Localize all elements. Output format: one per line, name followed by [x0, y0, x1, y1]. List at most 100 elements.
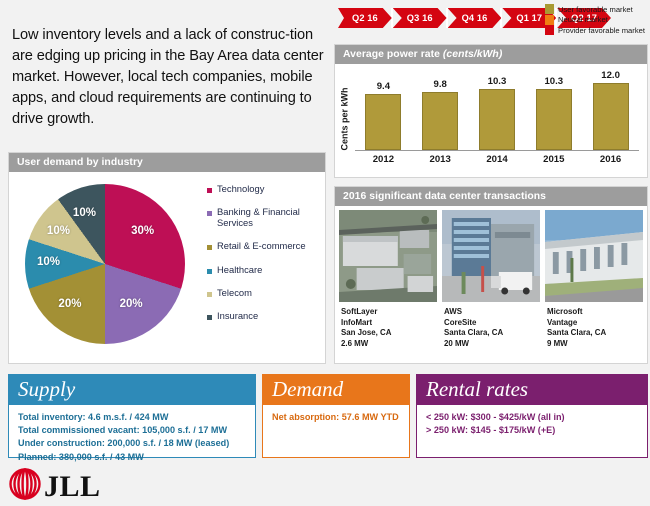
supply-line: Total commissioned vacant: 105,000 s.f. …	[18, 425, 228, 436]
demand-box: Demand Net absorption: 57.6 MW YTD	[262, 374, 410, 458]
pie-legend-swatch-icon	[207, 188, 212, 193]
supply-line: Total inventory: 4.6 m.s.f. / 424 MW	[18, 412, 169, 422]
pie-legend-item[interactable]: Retail & E-commerce	[207, 241, 323, 252]
office-building-with-truck-photo	[442, 210, 540, 302]
quarter-chevron-q4-16[interactable]: Q4 16	[448, 8, 502, 28]
pie-disc	[25, 184, 185, 344]
rental-rates-line: < 250 kW: $300 - $425/kW (all in)	[426, 412, 565, 422]
transaction-provider: Vantage	[547, 317, 578, 327]
quarter-label: Q1 17	[516, 13, 543, 23]
pie-legend-swatch-icon	[207, 268, 212, 274]
power-rate-title-units: (cents/kWh)	[442, 49, 503, 60]
bar-value-label: 9.4	[376, 81, 391, 92]
user-demand-panel-title: User demand by industry	[9, 153, 325, 172]
supply-box: Supply Total inventory: 4.6 m.s.f. / 424…	[8, 374, 256, 462]
long-warehouse-facade-photo	[545, 210, 643, 302]
quarter-label: Q2 17	[571, 13, 597, 23]
legend-item-user-favorable: User favorable market	[545, 4, 649, 15]
power-rate-panel-title: Average power rate (cents/kWh)	[335, 45, 647, 64]
pie-slice-label: 20%	[119, 298, 143, 311]
pie-legend: Technology Banking & Financial Services Re…	[207, 183, 323, 335]
transaction-provider: InfoMart	[341, 317, 373, 327]
x-tick-label: 2016	[599, 154, 622, 165]
transaction-card-info: SoftLayer InfoMart San Jose, CA 2.6 MW	[339, 302, 437, 349]
transaction-location: San Jose, CA	[341, 328, 392, 337]
x-axis-line	[355, 150, 639, 151]
bar-value-label: 9.8	[433, 79, 447, 90]
pie-legend-item[interactable]: Technology	[207, 183, 323, 195]
quarter-chevron-q3-16[interactable]: Q3 16	[393, 8, 447, 28]
quarter-chevron-q1-17[interactable]: Q1 17	[502, 8, 556, 28]
transaction-location: Santa Clara, CA	[547, 328, 607, 337]
quarter-chevron-q2-17[interactable]: Q2 17	[557, 8, 611, 28]
bar-group: 10.3	[469, 70, 526, 150]
pie-slice-label: 20%	[58, 298, 82, 311]
power-rate-chart: Cents per kWh 9.4 9.8 10.3 10.3 12.0 2012 201…	[335, 64, 647, 170]
bar-group: 10.3	[525, 70, 582, 150]
legend-label: Provider favorable market	[558, 25, 645, 35]
pie-chart: 30% 20% 20% 10% 10% 10% Technology Banking & F…	[9, 172, 325, 360]
x-tick-label: 2015	[543, 154, 565, 165]
bar	[365, 94, 402, 150]
bar	[592, 83, 629, 150]
pie-slice-label: 30%	[131, 225, 155, 238]
legend-label: Neutral market	[558, 15, 608, 25]
pie-legend-label: Telecom	[217, 287, 252, 299]
transaction-location: Santa Clara, CA	[444, 328, 504, 337]
quarter-label: Q3 16	[406, 13, 433, 23]
transaction-power: 2.6 MW	[341, 338, 369, 348]
rental-rates-box: Rental rates < 250 kW: $300 - $425/kW (a…	[416, 374, 648, 458]
aerial-industrial-campus-photo	[339, 210, 437, 302]
chevron-separator	[445, 8, 448, 28]
transaction-card[interactable]: AWS CoreSite Santa Clara, CA 20 MW	[442, 210, 540, 349]
pie-legend-item[interactable]: Telecom	[207, 287, 323, 299]
pie-legend-swatch-icon	[207, 315, 212, 321]
rental-rates-line: > 250 kW: $145 - $175/kW (+E)	[426, 425, 556, 436]
x-tick-label: 2014	[486, 154, 508, 165]
quarter-chevron-q2-16[interactable]: Q2 16	[338, 8, 392, 28]
legend-swatch-icon	[545, 14, 554, 25]
bar-group: 12.0	[582, 70, 639, 150]
pie-legend-label: Banking & Financial Services	[217, 206, 300, 229]
y-axis-label: Cents per kWh	[337, 80, 351, 158]
pie-slice-label: 10%	[46, 225, 70, 238]
legend-swatch-icon	[545, 4, 554, 15]
supply-lines: Total inventory: 4.6 m.s.f. / 424 MW Tot…	[9, 405, 255, 470]
plot-area: 9.4 9.8 10.3 10.3 12.0 2012 2013 2014 2015 2016	[355, 70, 639, 170]
chevron-separator	[390, 8, 393, 28]
pie-legend-item[interactable]: Healthcare	[207, 263, 323, 276]
transaction-tenant: AWS	[444, 307, 462, 316]
transaction-card[interactable]: Microsoft Vantage Santa Clara, CA 9 MW	[545, 210, 643, 349]
transaction-card-row: SoftLayer InfoMart San Jose, CA 2.6 MW	[335, 206, 647, 349]
x-tick-label: 2012	[372, 154, 395, 165]
bar-group: 9.4	[355, 70, 412, 150]
bar-group: 9.8	[412, 70, 469, 150]
transaction-tenant: Microsoft	[547, 307, 583, 316]
chevron-separator	[500, 8, 503, 28]
power-rate-title-text: Average power rate	[343, 49, 443, 60]
legend-swatch-icon	[545, 25, 554, 36]
rental-rates-heading: Rental rates	[417, 375, 647, 405]
pie-legend-item[interactable]: Insurance	[207, 311, 323, 322]
jll-wordmark: JLL	[44, 469, 101, 503]
transaction-power: 9 MW	[547, 338, 568, 348]
power-rate-panel: Average power rate (cents/kWh) Cents per…	[334, 44, 648, 178]
supply-line: Under construction: 200,000 s.f. / 18 MW…	[18, 438, 230, 449]
jll-logo[interactable]: JLL	[8, 468, 101, 505]
pie-legend-item[interactable]: Banking & Financial Services	[207, 206, 323, 229]
user-demand-panel: User demand by industry 30% 20% 20% 10% 10% 1…	[8, 152, 326, 364]
legend-label: User favorable market	[558, 4, 633, 14]
legend-item-provider-favorable: Provider favorable market	[545, 25, 649, 36]
demand-heading: Demand	[263, 375, 409, 405]
y-axis-label-text: Cents per kWh	[339, 87, 350, 151]
demand-line: Net absorption: 57.6 MW YTD	[272, 412, 399, 422]
transactions-panel-title: 2016 significant data center transaction…	[335, 187, 647, 206]
pie-legend-label: Retail & E-commerce	[217, 240, 306, 252]
bar	[478, 89, 515, 150]
intro-paragraph: Low inventory levels and a lack of const…	[12, 26, 324, 128]
bar	[422, 92, 459, 150]
pie-legend-swatch-icon	[207, 211, 212, 217]
transaction-card-info: Microsoft Vantage Santa Clara, CA 9 MW	[545, 302, 643, 349]
transaction-card[interactable]: SoftLayer InfoMart San Jose, CA 2.6 MW	[339, 210, 437, 349]
pie-legend-label: Healthcare	[217, 263, 263, 275]
